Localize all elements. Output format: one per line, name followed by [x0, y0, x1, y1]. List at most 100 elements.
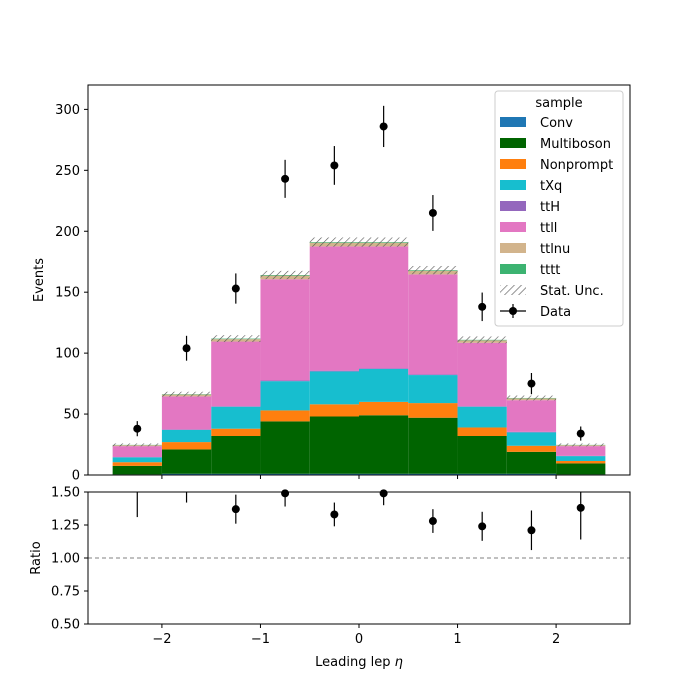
ratio-y-tick-label-1: 0.75	[51, 585, 80, 600]
y-tick-label-6: 300	[55, 103, 80, 118]
bar-multiboson-bin-0	[112, 465, 162, 475]
bar-nonprompt-bin-2	[211, 428, 261, 436]
legend-label-ttlnu: ttlnu	[540, 242, 570, 257]
ratio-points	[136, 489, 585, 551]
bar-nonprompt-bin-0	[112, 462, 162, 466]
bar-txq-bin-3	[260, 381, 310, 411]
stat-unc-bin-6	[408, 265, 458, 275]
ratio-y-tick-label-0: 0.50	[51, 618, 80, 633]
legend-label-txq: tXq	[540, 179, 562, 194]
x-tick-label-1: −1	[251, 632, 270, 647]
stat-unc-bin-5	[359, 237, 409, 247]
bar-ttll-bin-9	[556, 446, 606, 456]
legend-label-stat-unc: Stat. Unc.	[540, 284, 604, 299]
main-y-ticks: 0 50 100 150 200 250 300	[55, 103, 88, 484]
ratio-y-ticks: 0.50 0.75 1.00 1.25 1.50	[51, 486, 88, 633]
bar-txq-bin-2	[211, 406, 261, 429]
x-axis-label-symbol: η	[395, 655, 403, 670]
bar-nonprompt-bin-7	[457, 427, 507, 436]
bar-tth-bin-2	[211, 406, 261, 407]
legend-data-marker	[509, 307, 517, 315]
bar-nonprompt-bin-4	[309, 404, 359, 417]
stat-unc-bin-2	[211, 335, 261, 343]
x-tick-label-2: 0	[355, 632, 363, 647]
bar-conv-bin-7	[457, 473, 507, 475]
main-panel: 0 50 100 150 200 250 300 Events	[32, 84, 631, 484]
legend-label-nonprompt: Nonprompt	[540, 158, 613, 173]
legend-swatch-ttlnu	[500, 243, 526, 253]
bar-conv-bin-6	[408, 473, 458, 475]
data-point-6	[428, 208, 437, 217]
data-point-3	[281, 174, 290, 183]
data-points	[133, 105, 585, 441]
bar-ttll-bin-4	[309, 246, 359, 371]
legend-label-conv: Conv	[540, 116, 573, 131]
bar-tth-bin-6	[408, 374, 458, 376]
bar-tth-bin-4	[309, 370, 359, 372]
bar-txq-bin-7	[457, 406, 507, 428]
legend: sample Conv Multiboson Nonprompt tXq ttH ttll…	[494, 90, 624, 327]
legend-swatch-ttll	[500, 222, 526, 232]
bar-multiboson-bin-3	[260, 421, 310, 474]
bar-ttll-bin-8	[506, 400, 557, 432]
legend-label-multiboson: Multiboson	[540, 137, 611, 152]
main-x-ticks	[161, 475, 557, 479]
bar-multiboson-bin-5	[359, 415, 409, 474]
bar-conv-bin-2	[211, 473, 261, 475]
bar-tth-bin-7	[457, 406, 507, 407]
ratio-point-2	[231, 505, 240, 514]
legend-title: sample	[535, 96, 582, 111]
ratio-point-7	[478, 522, 487, 531]
ratio-y-tick-label-3: 1.25	[51, 519, 80, 534]
x-tick-label-0: −2	[152, 632, 171, 647]
bar-conv-bin-4	[309, 473, 359, 475]
bar-ttll-bin-5	[359, 246, 409, 369]
bar-txq-bin-5	[359, 368, 409, 402]
legend-swatch-nonprompt	[500, 159, 526, 169]
y-tick-label-4: 200	[55, 225, 80, 240]
bar-tth-bin-3	[260, 380, 310, 382]
bar-txq-bin-9	[556, 456, 606, 461]
bar-multiboson-bin-9	[556, 463, 606, 475]
stat-unc-bin-4	[309, 237, 359, 247]
data-point-1	[182, 344, 191, 353]
bar-tth-bin-1	[161, 429, 212, 430]
stat-unc-bin-1	[161, 391, 212, 397]
bar-multiboson-bin-2	[211, 436, 261, 474]
bar-nonprompt-bin-9	[556, 460, 606, 464]
bar-txq-bin-8	[506, 432, 557, 446]
bar-ttll-bin-7	[457, 342, 507, 407]
stacked-bars	[112, 242, 606, 475]
bar-nonprompt-bin-1	[161, 442, 212, 450]
x-tick-label-4: 2	[552, 632, 560, 647]
bar-nonprompt-bin-5	[359, 401, 409, 416]
bar-ttll-bin-6	[408, 274, 458, 375]
legend-swatch-tth	[500, 201, 526, 211]
y-tick-label-5: 250	[55, 164, 80, 179]
bar-multiboson-bin-1	[161, 449, 212, 474]
ratio-panel: 0.50 0.75 1.00 1.25 1.50 −2 −1 0 1 2 Ratio Leadi…	[29, 486, 631, 670]
y-tick-label-0: 0	[72, 469, 80, 484]
data-point-8	[527, 379, 536, 388]
bar-txq-bin-4	[309, 371, 359, 405]
legend-swatch-conv	[500, 117, 526, 127]
legend-swatch-tttt	[500, 264, 526, 274]
ratio-x-ticks: −2 −1 0 1 2	[152, 624, 560, 647]
y-tick-label-2: 100	[55, 347, 80, 362]
ratio-point-4	[330, 510, 339, 519]
data-point-4	[330, 161, 339, 170]
legend-swatch-stat-unc	[500, 285, 526, 295]
y-tick-label-1: 50	[63, 408, 80, 423]
bar-ttll-bin-0	[112, 446, 162, 458]
legend-swatch-multiboson	[500, 138, 526, 148]
legend-swatch-txq	[500, 180, 526, 190]
legend-items: Conv Multiboson Nonprompt tXq ttH ttll ttlnu tt…	[500, 116, 613, 320]
stat-unc-bin-3	[260, 270, 310, 280]
bar-ttll-bin-3	[260, 279, 310, 381]
bar-conv-bin-5	[359, 473, 409, 475]
legend-label-tth: ttH	[540, 200, 560, 215]
bar-multiboson-bin-6	[408, 417, 458, 474]
y-axis-label: Events	[32, 258, 47, 302]
data-point-9	[576, 429, 585, 438]
